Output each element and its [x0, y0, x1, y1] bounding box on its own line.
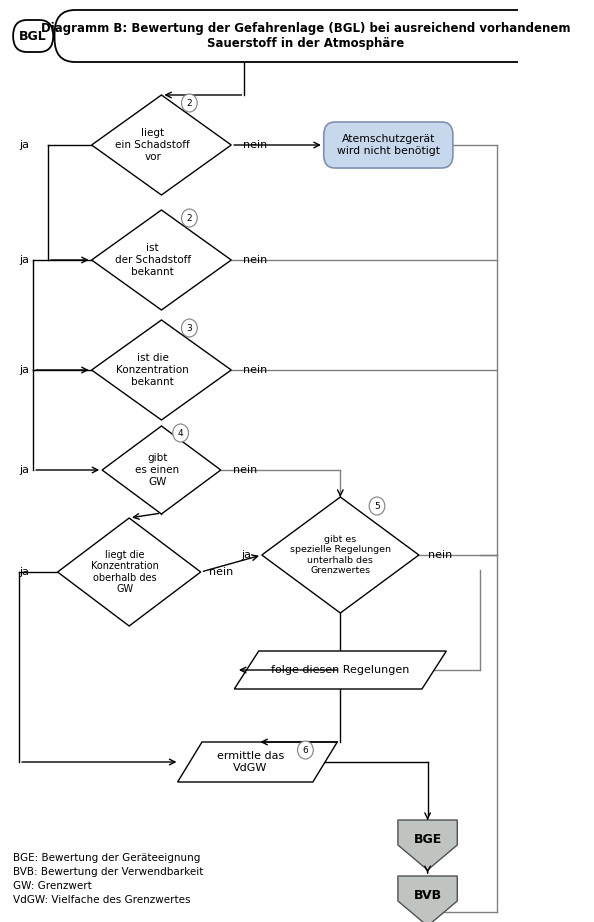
Text: BGE: BGE: [413, 833, 442, 845]
Text: VdGW: Vielfache des Grenzwertes: VdGW: Vielfache des Grenzwertes: [13, 895, 191, 905]
Circle shape: [182, 319, 197, 337]
Polygon shape: [91, 210, 231, 310]
Text: BVB: BVB: [413, 889, 442, 902]
Text: ja: ja: [20, 140, 30, 150]
Text: BGE: Bewertung der Geräteeignung: BGE: Bewertung der Geräteeignung: [13, 853, 200, 863]
Text: ja: ja: [20, 255, 30, 265]
Text: 5: 5: [374, 502, 380, 511]
Polygon shape: [262, 497, 419, 613]
Text: nein: nein: [233, 465, 257, 475]
Text: ermittle das
VdGW: ermittle das VdGW: [217, 751, 284, 773]
Polygon shape: [102, 426, 221, 514]
Polygon shape: [398, 820, 457, 870]
Text: nein: nein: [244, 255, 268, 265]
Text: liegt die
Konzentration
oberhalb des
GW: liegt die Konzentration oberhalb des GW: [91, 550, 159, 595]
Text: BGL: BGL: [19, 30, 47, 42]
Text: 4: 4: [178, 429, 184, 438]
Text: gibt es
spezielle Regelungen
unterhalb des
Grenzwertes: gibt es spezielle Regelungen unterhalb d…: [290, 535, 391, 575]
Text: nein: nein: [244, 365, 268, 375]
Circle shape: [298, 741, 313, 759]
Text: ist
der Schadstoff
bekannt: ist der Schadstoff bekannt: [115, 243, 191, 277]
Text: BVB: Bewertung der Verwendbarkeit: BVB: Bewertung der Verwendbarkeit: [13, 867, 204, 877]
Circle shape: [173, 424, 188, 442]
Text: ja: ja: [20, 365, 30, 375]
Text: ja: ja: [20, 567, 30, 577]
Text: nein: nein: [244, 140, 268, 150]
Circle shape: [369, 497, 385, 515]
Polygon shape: [398, 876, 457, 922]
Polygon shape: [178, 742, 337, 782]
Text: nein: nein: [428, 550, 452, 560]
Polygon shape: [58, 518, 201, 626]
Text: liegt
ein Schadstoff
vor: liegt ein Schadstoff vor: [115, 128, 190, 161]
FancyBboxPatch shape: [324, 122, 453, 168]
Circle shape: [182, 94, 197, 112]
Polygon shape: [91, 95, 231, 195]
FancyBboxPatch shape: [55, 10, 539, 62]
Text: nein: nein: [210, 567, 233, 577]
Text: 6: 6: [302, 746, 308, 754]
Text: 3: 3: [187, 324, 192, 333]
Text: folge diesen Regelungen: folge diesen Regelungen: [271, 665, 409, 675]
Text: ja: ja: [241, 550, 251, 560]
Circle shape: [182, 209, 197, 227]
Text: gibt
es einen
GW: gibt es einen GW: [135, 454, 179, 487]
Polygon shape: [91, 320, 231, 420]
Text: ja: ja: [20, 465, 30, 475]
Polygon shape: [234, 651, 446, 689]
Text: ist die
Konzentration
bekannt: ist die Konzentration bekannt: [116, 353, 189, 386]
FancyBboxPatch shape: [13, 20, 53, 52]
Text: 2: 2: [187, 214, 192, 222]
Text: Diagramm B: Bewertung der Gefahrenlage (BGL) bei ausreichend vorhandenem
Sauerst: Diagramm B: Bewertung der Gefahrenlage (…: [40, 22, 570, 50]
Text: 2: 2: [187, 99, 192, 108]
Text: GW: Grenzwert: GW: Grenzwert: [13, 881, 92, 891]
Text: Atemschutzgerät
wird nicht benötigt: Atemschutzgerät wird nicht benötigt: [337, 135, 440, 156]
